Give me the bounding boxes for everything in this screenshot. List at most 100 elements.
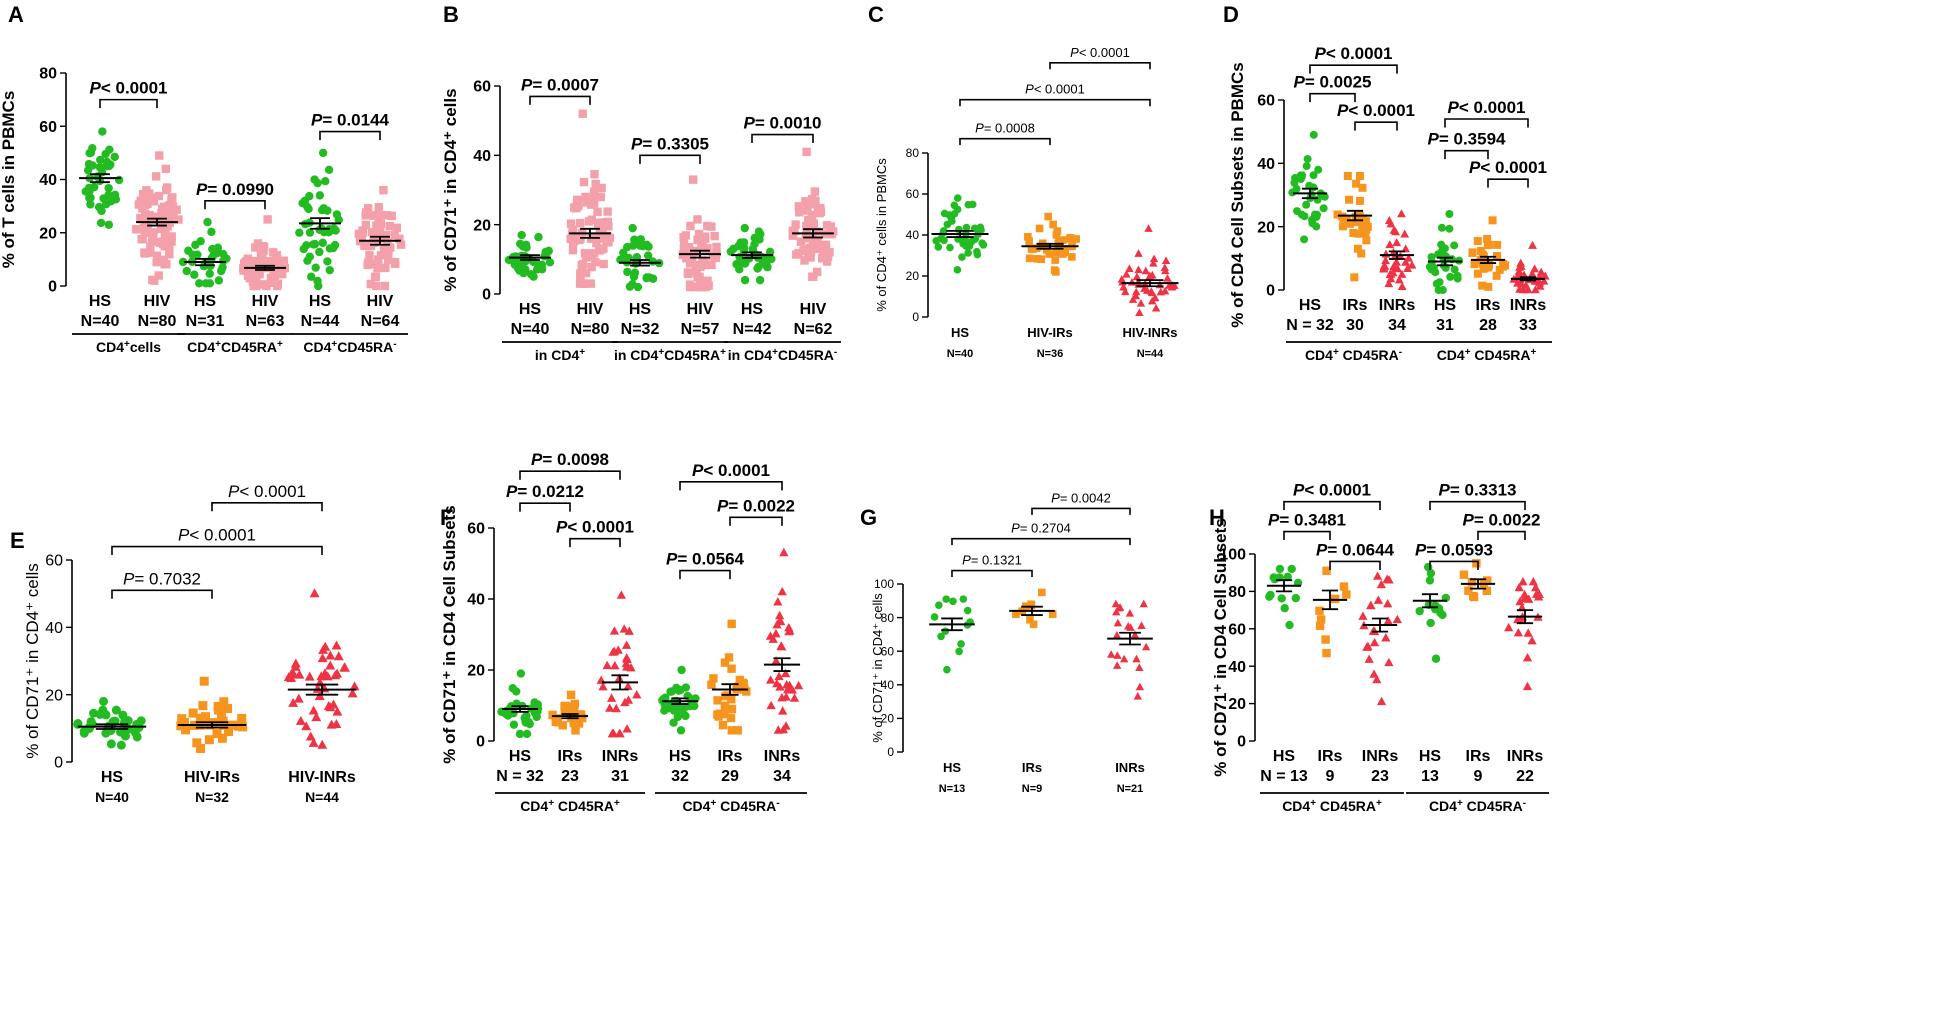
data-point (134, 225, 143, 234)
p-value: P= 0.1321 (962, 553, 1022, 568)
data-point (545, 258, 555, 267)
data-point (776, 641, 786, 650)
data-point (957, 640, 965, 648)
data-point (1352, 218, 1361, 227)
group-n: N=36 (1037, 348, 1064, 360)
data-point (1321, 635, 1330, 644)
data-point (1358, 611, 1368, 620)
data-point (1037, 255, 1046, 264)
data-point (1397, 282, 1407, 291)
data-point (712, 242, 721, 252)
data-point (1353, 244, 1362, 253)
data-point (576, 270, 585, 280)
data-point (778, 706, 788, 715)
data-point (714, 712, 723, 721)
data-point (1132, 654, 1141, 663)
data-point (1027, 600, 1035, 609)
data-point (771, 628, 781, 638)
data-point (1519, 589, 1530, 599)
data-point (99, 696, 109, 706)
data-point (155, 237, 165, 247)
data-point (691, 267, 701, 276)
data-point (609, 646, 620, 656)
group-label: HIV (252, 293, 279, 310)
data-point (252, 274, 261, 283)
data-point (568, 246, 578, 255)
data-point (369, 259, 378, 269)
data-point (385, 221, 394, 231)
data-point (526, 270, 536, 279)
data-point (791, 220, 800, 229)
data-point (727, 664, 736, 673)
y-tick-label: 60 (881, 644, 895, 658)
data-point (1297, 210, 1306, 219)
data-point (188, 250, 197, 259)
data-point (249, 264, 258, 274)
data-point (1135, 308, 1144, 316)
y-tick-label: 80 (881, 611, 895, 625)
group-3-points (239, 215, 290, 291)
data-point (1361, 217, 1370, 226)
p-value: P< 0.0001 (178, 526, 256, 545)
data-point (1309, 130, 1318, 139)
comparison-bracket (519, 470, 621, 480)
group-n: N=13 (939, 783, 966, 795)
data-point (690, 701, 699, 711)
data-point (1373, 595, 1383, 604)
data-point (1369, 669, 1379, 678)
data-point (1137, 621, 1146, 629)
data-point (819, 245, 828, 254)
data-point (141, 200, 150, 209)
data-point (720, 701, 730, 711)
data-point (628, 280, 637, 289)
data-point (733, 726, 742, 735)
data-point (1358, 183, 1367, 192)
data-point (693, 235, 702, 245)
group-5-points (1504, 577, 1544, 691)
y-tick-label: 60 (1257, 93, 1275, 110)
data-point (1052, 248, 1060, 257)
group-2-points (178, 217, 231, 288)
data-point (1403, 264, 1412, 273)
data-point (1125, 264, 1134, 272)
data-point (151, 172, 161, 181)
group-label: HIV-INRs (1123, 325, 1178, 340)
y-tick-label: 20 (881, 712, 895, 726)
comparison-bracket (204, 200, 266, 210)
group-label: HS (741, 301, 764, 318)
comparison-bracket (729, 516, 783, 526)
comparison-bracket (111, 589, 213, 599)
data-point (1535, 278, 1545, 287)
data-point (719, 709, 729, 719)
data-point (534, 232, 543, 242)
data-point (1283, 572, 1292, 582)
data-point (1302, 162, 1311, 171)
data-point (165, 245, 174, 254)
group-n: N=9 (1022, 783, 1043, 795)
data-point (1045, 250, 1054, 258)
group-label: HS (1419, 748, 1442, 765)
data-point (1119, 654, 1129, 663)
data-point (789, 693, 800, 702)
data-point (624, 626, 634, 635)
comparison-bracket (519, 502, 571, 512)
data-point (114, 175, 124, 185)
data-point (781, 668, 791, 678)
data-point (376, 250, 386, 260)
y-axis-label: % of CD4⁺ cells in PBMCs (874, 158, 889, 312)
data-point (541, 247, 550, 257)
data-point (622, 653, 632, 662)
group-2-points (596, 590, 642, 738)
data-point (361, 220, 371, 230)
group-0-points (497, 669, 543, 739)
p-value: P= 0.0042 (1051, 490, 1111, 505)
comparison-bracket (1283, 530, 1331, 541)
n-label: N = 32 (1286, 317, 1334, 334)
data-point (191, 240, 200, 250)
data-point (802, 227, 812, 237)
subset-label: CD4+CD45RA- (303, 339, 396, 356)
data-point (1287, 564, 1296, 574)
data-point (1113, 651, 1122, 659)
data-point (237, 713, 247, 723)
data-point (223, 704, 233, 714)
